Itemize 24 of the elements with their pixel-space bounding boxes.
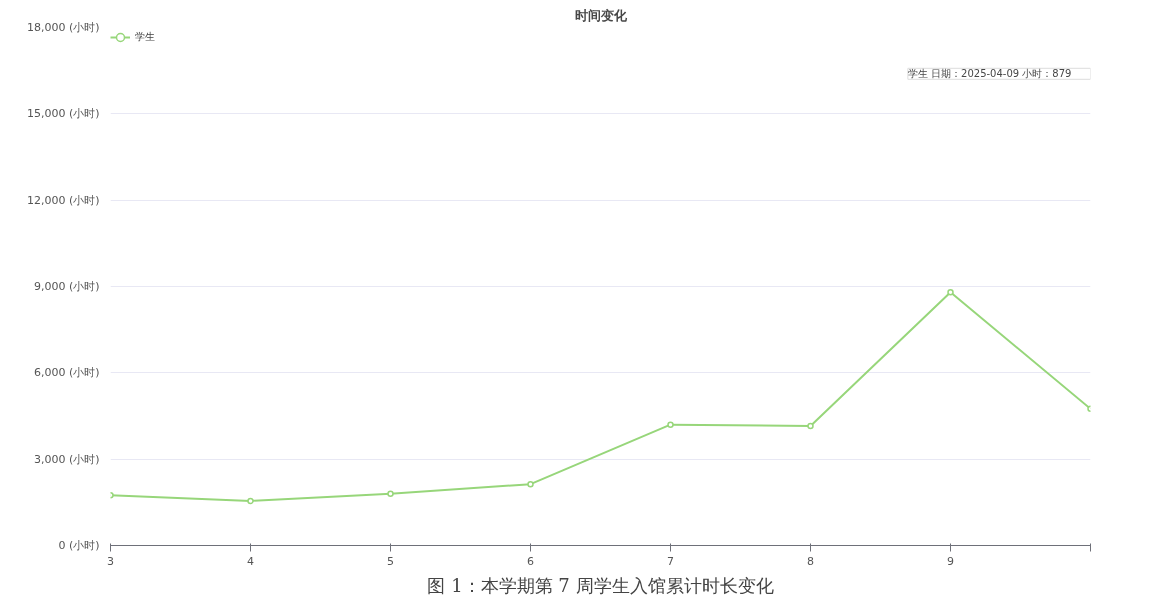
- x-tick-label: 7: [667, 554, 674, 568]
- chart-title: 时间变化: [574, 7, 628, 23]
- y-tick-label: 0 (小时): [58, 539, 100, 552]
- y-tick-label: 12,000 (小时): [26, 193, 100, 207]
- point: [247, 497, 254, 505]
- y-tick-label: 9,000 (小时): [33, 280, 100, 293]
- x-tick-label: 9: [947, 554, 954, 568]
- y-tick-label: 15,000 (小时): [26, 107, 100, 121]
- x-tick-label: 6: [527, 554, 534, 568]
- legend-label: 学生: [135, 30, 155, 44]
- x-tick-label: 4: [247, 554, 254, 568]
- y-tick-label: 3,000 (小时): [33, 452, 100, 466]
- x-tick-label: 5: [387, 554, 394, 568]
- point: [527, 480, 534, 488]
- point: [667, 421, 674, 428]
- y-tick-label: 18,000 (小时): [26, 21, 100, 34]
- x-tick-label: 3: [107, 554, 114, 568]
- point: [947, 289, 954, 296]
- point: [387, 490, 394, 497]
- caption: 图 1：本学期第 7 周学生入馆累计时长变化: [427, 574, 774, 596]
- point: [807, 422, 814, 430]
- x-tick-label: 8: [807, 554, 814, 568]
- y-tick-label: 6,000 (小时): [33, 366, 100, 380]
- annotation: 学生 日期：2025-04-09 小时：879: [907, 68, 1072, 80]
